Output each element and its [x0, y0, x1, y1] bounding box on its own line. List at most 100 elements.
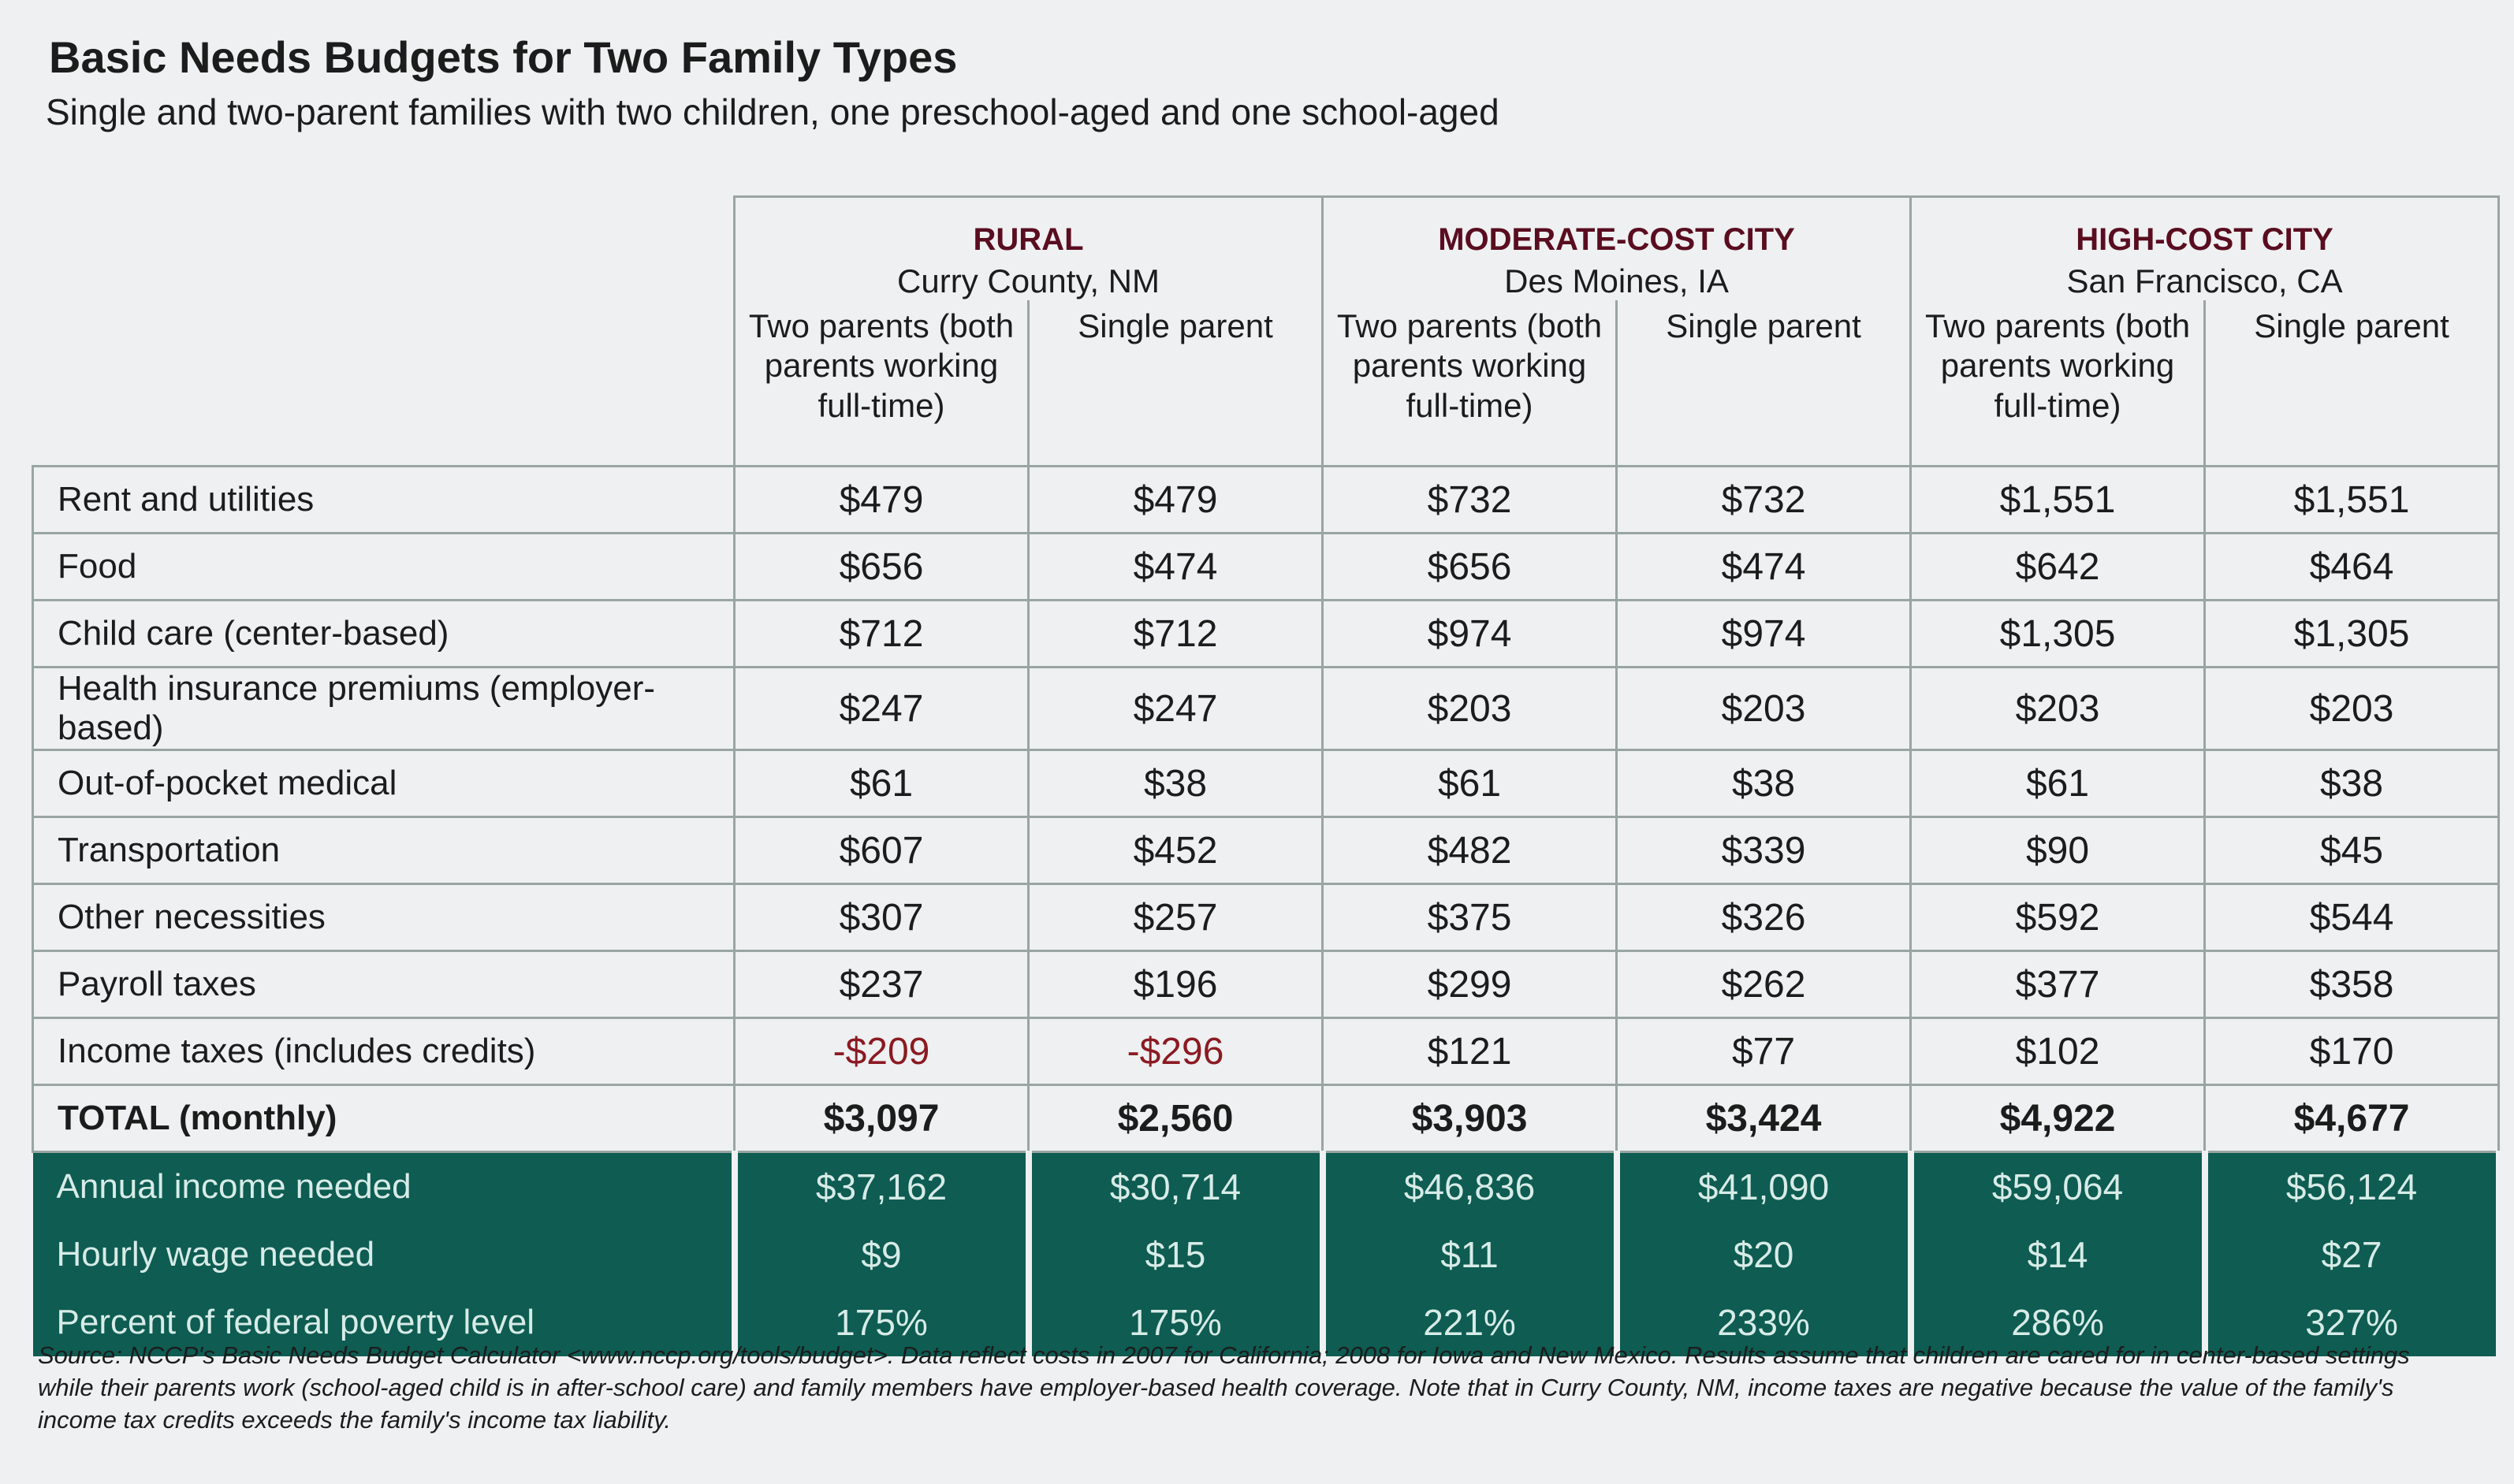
- value-cell: $1,305: [2203, 599, 2501, 668]
- value-cell: $3,424: [1615, 1084, 1913, 1153]
- group-name: RURAL: [973, 222, 1084, 257]
- group-name: MODERATE-COST CITY: [1438, 222, 1795, 257]
- corner-cell: [33, 197, 735, 301]
- row-label: Out-of-pocket medical: [32, 749, 736, 818]
- value-cell: $247: [733, 666, 1030, 751]
- group-header-rural: RURAL Curry County, NM: [732, 195, 1324, 300]
- value-cell: $203: [2203, 666, 2501, 751]
- source-note: Source: NCCP's Basic Needs Budget Calcul…: [38, 1341, 2410, 1434]
- value-cell: $3,097: [733, 1084, 1030, 1153]
- row-label: Payroll taxes: [32, 950, 736, 1019]
- value-cell: $592: [1909, 883, 2207, 952]
- value-cell: $203: [1909, 666, 2207, 751]
- value-cell: $1,305: [1909, 599, 2207, 668]
- table-row: Out-of-pocket medical $61 $38 $61 $38 $61 $38: [32, 749, 2501, 818]
- table-row: Child care (center-based) $712 $712 $974 $97…: [32, 599, 2501, 668]
- table-row: Income taxes (includes credits) -$209 -$29…: [32, 1017, 2501, 1086]
- value-cell: $196: [1026, 950, 1324, 1019]
- value-cell: $299: [1321, 950, 1618, 1019]
- value-cell: $46,836: [1319, 1151, 1620, 1221]
- value-cell: 327%: [2201, 1289, 2502, 1356]
- summary-row: Hourly wage needed $9 $15 $11 $20 $14 $27: [32, 1221, 2502, 1289]
- column-header-two-parents: Two parents (both parents working full-t…: [1321, 300, 1618, 467]
- table-row: Payroll taxes $237 $196 $299 $262 $377 $358: [32, 950, 2501, 1019]
- value-cell: $4,922: [1909, 1084, 2207, 1153]
- value-cell: 221%: [1319, 1289, 1620, 1356]
- value-cell: $479: [733, 465, 1030, 534]
- value-cell: $38: [1615, 749, 1913, 818]
- value-cell: $203: [1615, 666, 1913, 751]
- column-header-single-parent: Single parent: [1615, 300, 1913, 467]
- value-cell: $326: [1615, 883, 1913, 952]
- value-cell: $61: [1321, 749, 1618, 818]
- value-cell: -$209: [733, 1017, 1030, 1086]
- value-cell: $712: [733, 599, 1030, 668]
- value-cell: $656: [733, 532, 1030, 601]
- value-cell: 286%: [1907, 1289, 2208, 1356]
- value-cell: 233%: [1613, 1289, 1914, 1356]
- row-label: Food: [32, 532, 736, 601]
- value-cell: $656: [1321, 532, 1618, 601]
- row-label: Hourly wage needed: [32, 1221, 738, 1289]
- value-cell: $90: [1909, 816, 2207, 885]
- column-header-two-parents: Two parents (both parents working full-t…: [1909, 300, 2207, 467]
- summary-row: Annual income needed $37,162 $30,714 $46,83…: [32, 1151, 2502, 1221]
- row-label: Annual income needed: [32, 1151, 738, 1221]
- value-cell: $358: [2203, 950, 2501, 1019]
- value-cell: $452: [1026, 816, 1324, 885]
- table-row: Other necessities $307 $257 $375 $326 $592 $54…: [32, 883, 2501, 952]
- row-label: TOTAL (monthly): [32, 1084, 736, 1153]
- value-cell: $30,714: [1025, 1151, 1326, 1221]
- group-header-high: HIGH-COST CITY San Francisco, CA: [1909, 195, 2501, 300]
- row-label: Health insurance premiums (employer-base…: [32, 666, 736, 751]
- row-label: Transportation: [32, 816, 736, 885]
- value-cell: $9: [731, 1221, 1032, 1289]
- value-cell: $482: [1321, 816, 1618, 885]
- group-place: Curry County, NM: [897, 262, 1160, 299]
- value-cell: $38: [2203, 749, 2501, 818]
- budget-rows: Rent and utilities $479 $479 $732 $732 $1,551…: [32, 465, 2501, 1153]
- value-cell: $474: [1615, 532, 1913, 601]
- summary-rows: Annual income needed $37,162 $30,714 $46,83…: [32, 1151, 2502, 1356]
- value-cell: $544: [2203, 883, 2501, 952]
- value-cell: $121: [1321, 1017, 1618, 1086]
- value-cell: $37,162: [731, 1151, 1032, 1221]
- value-cell: $732: [1321, 465, 1618, 534]
- value-cell: $974: [1321, 599, 1618, 668]
- page-title: Basic Needs Budgets for Two Family Types: [49, 32, 958, 82]
- value-cell: $3,903: [1321, 1084, 1618, 1153]
- value-cell: $38: [1026, 749, 1324, 818]
- value-cell: $2,560: [1026, 1084, 1324, 1153]
- value-cell: $20: [1613, 1221, 1914, 1289]
- value-cell: $257: [1026, 883, 1324, 952]
- summary-row: Percent of federal poverty level 175% 175%…: [32, 1289, 2502, 1356]
- value-cell: $607: [733, 816, 1030, 885]
- value-cell: $56,124: [2201, 1151, 2502, 1221]
- row-label: Income taxes (includes credits): [32, 1017, 736, 1086]
- value-cell: $377: [1909, 950, 2207, 1019]
- group-header-moderate: MODERATE-COST CITY Des Moines, IA: [1321, 195, 1913, 300]
- group-name: HIGH-COST CITY: [2076, 222, 2333, 257]
- value-cell: $77: [1615, 1017, 1913, 1086]
- value-cell: $642: [1909, 532, 2207, 601]
- value-cell: $247: [1026, 666, 1324, 751]
- value-cell: $4,677: [2203, 1084, 2501, 1153]
- row-label: Child care (center-based): [32, 599, 736, 668]
- value-cell: $262: [1615, 950, 1913, 1019]
- value-cell: 175%: [1025, 1289, 1326, 1356]
- table-row: Transportation $607 $452 $482 $339 $90 $45: [32, 816, 2501, 885]
- table-row: Food $656 $474 $656 $474 $642 $464: [32, 532, 2501, 601]
- table-row: Rent and utilities $479 $479 $732 $732 $1,551…: [32, 465, 2501, 534]
- value-cell: $712: [1026, 599, 1324, 668]
- value-cell: $61: [1909, 749, 2207, 818]
- value-cell: $102: [1909, 1017, 2207, 1086]
- column-header-two-parents: Two parents (both parents working full-t…: [733, 300, 1030, 467]
- value-cell: $339: [1615, 816, 1913, 885]
- value-cell: 175%: [731, 1289, 1032, 1356]
- value-cell: $41,090: [1613, 1151, 1914, 1221]
- value-cell: $1,551: [2203, 465, 2501, 534]
- value-cell: $974: [1615, 599, 1913, 668]
- value-cell: $237: [733, 950, 1030, 1019]
- row-label: Other necessities: [32, 883, 736, 952]
- row-label: Rent and utilities: [32, 465, 736, 534]
